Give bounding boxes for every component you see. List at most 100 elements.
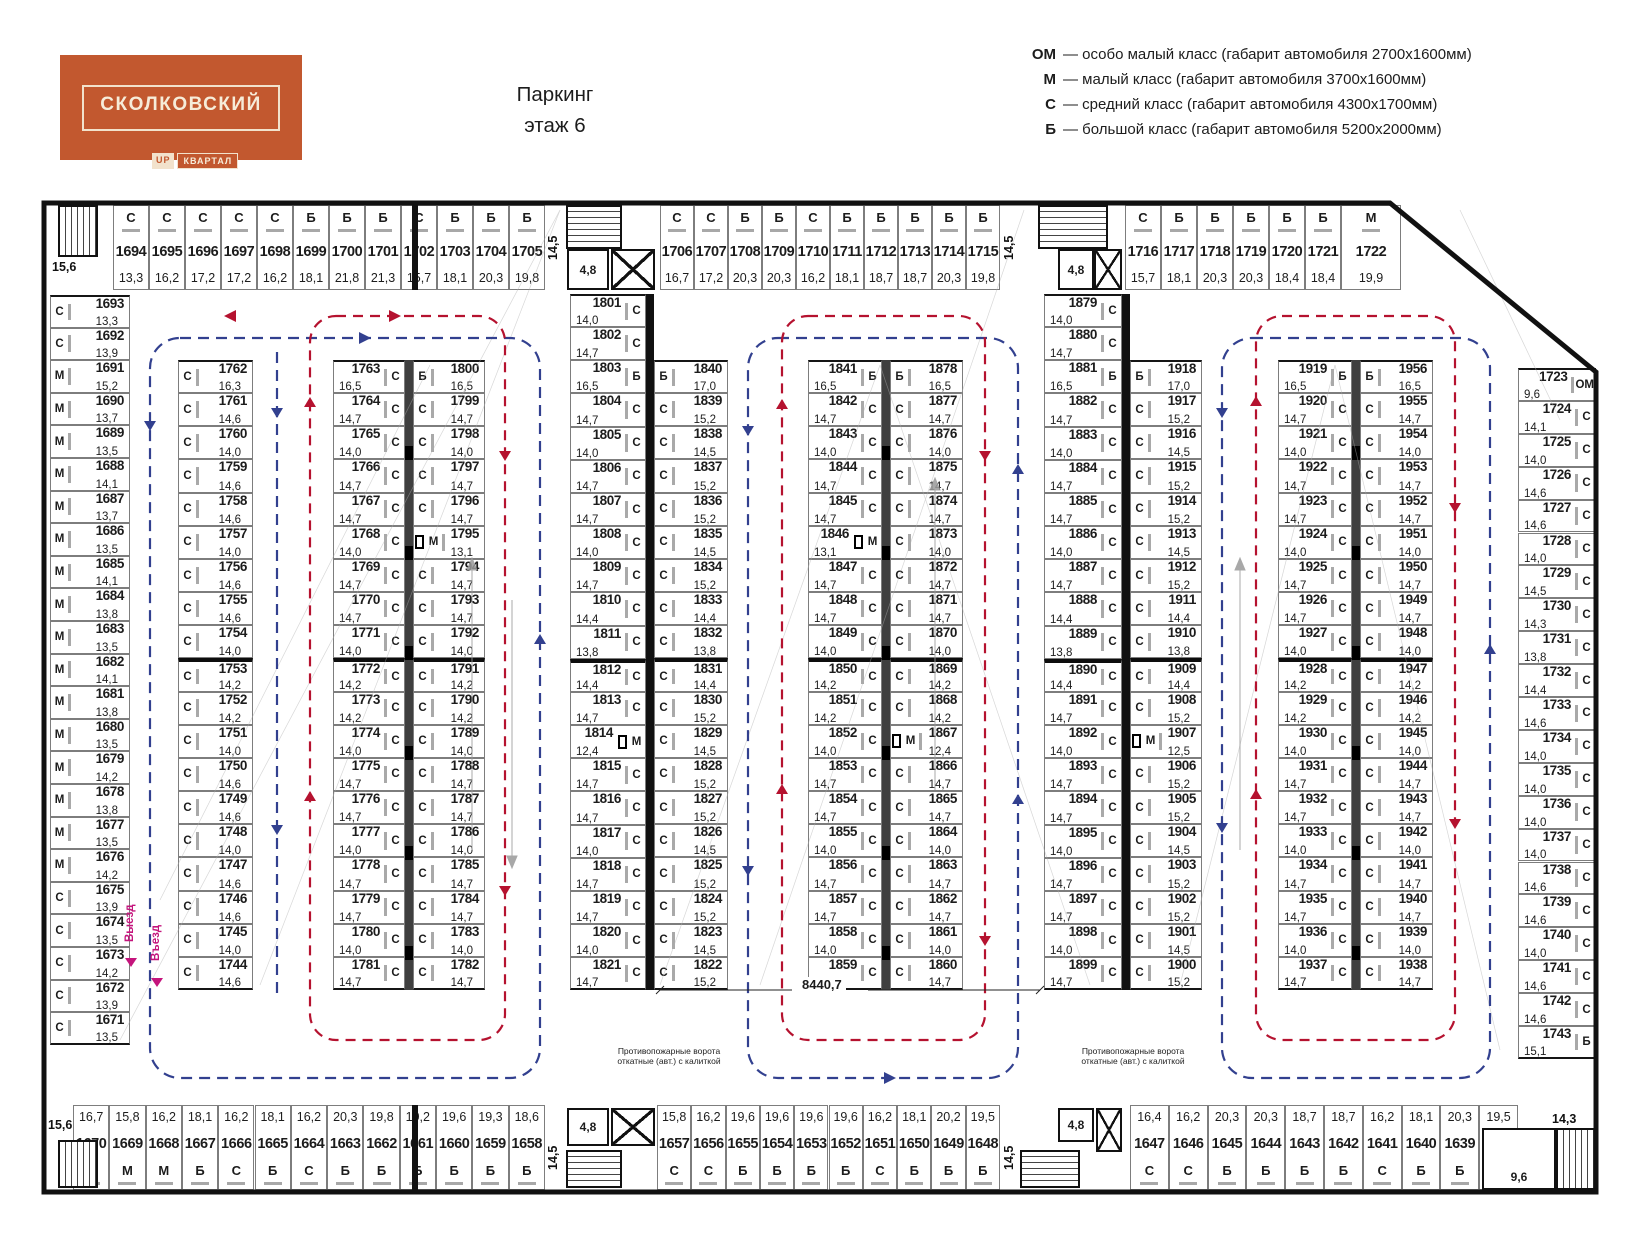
parking-spot-1730: 1730 14,3 С: [1518, 598, 1596, 632]
spot-number: 1854: [828, 792, 858, 807]
spot-number: 1652: [830, 1135, 861, 1152]
spot-area: 14,7: [928, 812, 951, 824]
spot-area: 14,0: [814, 447, 837, 459]
parking-spot-1769: 1769 14,7 С: [333, 558, 405, 593]
spot-class: С: [1108, 768, 1117, 781]
parking-spot-1650: Б 1650 18,1: [897, 1105, 932, 1190]
spot-area: 16,2: [262, 271, 288, 285]
spot-class: Б: [872, 210, 890, 232]
spot-number: 1690: [95, 393, 125, 408]
spot-area: 14,7: [1050, 779, 1073, 791]
spot-area: 18,1: [298, 271, 324, 285]
spot-class: С: [1582, 839, 1591, 852]
parking-spot-1759: С 1759 14,6: [178, 459, 253, 493]
spot-number: 1874: [928, 493, 958, 508]
parking-spot-1709: Б 1709 20,3: [762, 205, 796, 290]
spot-area: 18,1: [187, 1110, 213, 1124]
spot-class: С: [1135, 503, 1144, 516]
spot-class: С: [659, 569, 668, 582]
spot-number: 1640: [1405, 1135, 1437, 1152]
spot-area: 14,0: [576, 447, 599, 459]
parking-spot-1787: С 1787 14,7: [413, 791, 485, 825]
spot-area: 15,2: [693, 779, 716, 791]
spot-class: С: [1365, 602, 1374, 615]
spot-number: 1955: [1398, 394, 1428, 409]
parking-spot-1724: 1724 14,1 С: [1518, 400, 1596, 434]
spot-class: С: [632, 768, 641, 781]
parking-spot-1914: С 1914 15,2: [1130, 492, 1202, 526]
spot-area: 14,6: [218, 613, 241, 625]
legend-class-description: — малый класс (габарит автомобиля 3700х1…: [1063, 71, 1427, 88]
spot-class: С: [183, 503, 192, 516]
spot-number: 1852: [828, 725, 858, 740]
spot-number: 1676: [95, 850, 125, 865]
spot-area: 20,3: [732, 271, 758, 285]
spot-class: С: [418, 403, 427, 416]
spot-number: 1952: [1398, 493, 1428, 508]
spot-number: 1824: [693, 891, 723, 906]
small-class-marker-icon: [415, 535, 424, 550]
spot-number: 1811: [593, 626, 621, 641]
parking-spot-1866: С 1866 14,7: [890, 757, 963, 792]
spot-area: 14,7: [814, 613, 837, 625]
spot-area: 14,7: [814, 480, 837, 492]
parking-spot-1899: 1899 14,7 С: [1044, 957, 1122, 991]
spot-number: 1920: [1298, 394, 1328, 409]
parking-spot-1776: 1776 14,7 С: [333, 791, 405, 825]
spot-number: 1934: [1298, 858, 1328, 873]
spot-area: 14,0: [576, 547, 599, 559]
spot-class: Б: [770, 210, 788, 232]
spot-area: 14,7: [928, 580, 951, 592]
spot-class: С: [895, 702, 904, 715]
spot-number: 1758: [218, 493, 248, 508]
spot-area: 14,0: [1284, 646, 1307, 658]
parking-spot-1910: С 1910 13,8: [1130, 625, 1202, 659]
spot-class: С: [1338, 768, 1347, 781]
spot-class: С: [1338, 801, 1347, 814]
parking-spot-1936: 1936 14,0 С: [1278, 923, 1352, 957]
spot-class: С: [699, 1163, 717, 1185]
spot-number: 1893: [1068, 759, 1098, 774]
parking-spot-1794: С 1794 14,7: [413, 558, 485, 593]
legend-class-code: ОМ: [1031, 46, 1056, 63]
spot-area: 14,0: [576, 945, 599, 957]
parking-spot-1942: С 1942 14,0: [1360, 824, 1433, 858]
spot-area: 14,0: [1524, 816, 1547, 828]
spot-number: 1840: [693, 362, 723, 376]
spot-class: Б: [1218, 1163, 1236, 1185]
spot-area: 14,7: [928, 977, 951, 989]
spot-area: 19,9: [1358, 271, 1384, 285]
parking-spot-1797: С 1797 14,7: [413, 459, 485, 493]
parking-spot-1815: 1815 14,7 С: [570, 758, 646, 792]
spot-number: 1649: [933, 1135, 964, 1152]
spot-area: 14,2: [928, 679, 951, 691]
parking-spot-1830: С 1830 15,2: [654, 691, 728, 725]
spot-class: С: [868, 403, 877, 416]
spot-number: 1712: [865, 243, 897, 260]
spot-area: 20,2: [936, 1110, 961, 1124]
parking-spot-1825: С 1825 15,2: [654, 857, 728, 891]
spot-area: 14,2: [450, 679, 473, 691]
spot-class: С: [391, 371, 400, 384]
spot-area: 14,7: [576, 977, 599, 989]
parking-spot-1801: 1801 14,0 С: [570, 294, 646, 328]
parking-spot-1949: С 1949 14,7: [1360, 592, 1433, 626]
spot-number: 1797: [450, 460, 480, 475]
parking-spot-1695: С 1695 16,2: [149, 205, 185, 290]
spot-class: С: [1582, 575, 1591, 588]
spot-area: 14,7: [450, 911, 473, 923]
spot-class: С: [418, 602, 427, 615]
spot-class: С: [1582, 1003, 1591, 1016]
spot-area: 14,2: [339, 712, 362, 724]
spot-number: 1806: [592, 460, 622, 475]
spot-class: С: [632, 337, 641, 350]
parking-spot-1725: 1725 14,0 С: [1518, 433, 1596, 467]
spot-area: 14,1: [1524, 421, 1547, 433]
spot-area: 14,6: [1524, 487, 1547, 499]
stair-area-label: 15,6: [52, 260, 77, 274]
spot-area: 14,2: [814, 712, 837, 724]
parking-spot-1884: 1884 14,7 С: [1044, 459, 1122, 493]
spot-area: 18,4: [1310, 271, 1336, 285]
parking-spot-1868: С 1868 14,2: [890, 691, 963, 725]
parking-spot-1644: Б 1644 20,3: [1246, 1105, 1286, 1190]
